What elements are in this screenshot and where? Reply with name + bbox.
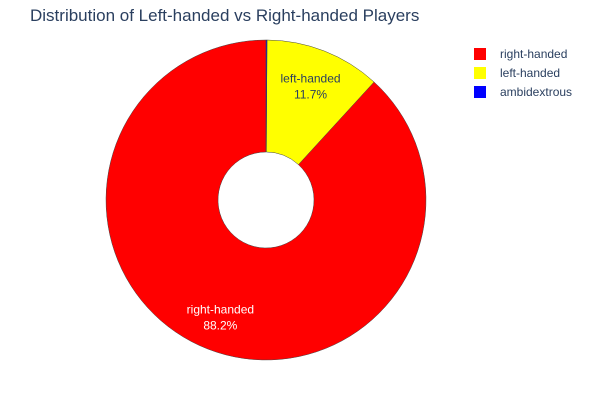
- slice-label-left-handed: left-handed: [281, 71, 341, 85]
- slice-percent-left-handed: 11.7%: [294, 87, 327, 101]
- slices-group: [105, 39, 427, 361]
- slice-left-handed[interactable]: [266, 39, 375, 165]
- legend-label-ambidextrous[interactable]: ambidextrous: [500, 85, 572, 99]
- legend-swatch-ambidextrous[interactable]: [474, 86, 486, 98]
- chart-title: Distribution of Left-handed vs Right-han…: [30, 6, 419, 25]
- slice-labels-group: right-handed 88.2% left-handed 11.7%: [187, 71, 341, 332]
- slice-ambidextrous[interactable]: [265, 39, 268, 153]
- legend: right-handed left-handed ambidextrous: [474, 47, 572, 99]
- slice-right-handed[interactable]: [105, 39, 427, 361]
- slice-label-right-handed: right-handed: [187, 302, 254, 316]
- legend-label-left-handed[interactable]: left-handed: [500, 66, 560, 80]
- legend-label-right-handed[interactable]: right-handed: [500, 47, 567, 61]
- legend-swatch-right-handed[interactable]: [474, 48, 486, 60]
- slice-percent-right-handed: 88.2%: [203, 318, 237, 332]
- legend-swatch-left-handed[interactable]: [474, 67, 486, 79]
